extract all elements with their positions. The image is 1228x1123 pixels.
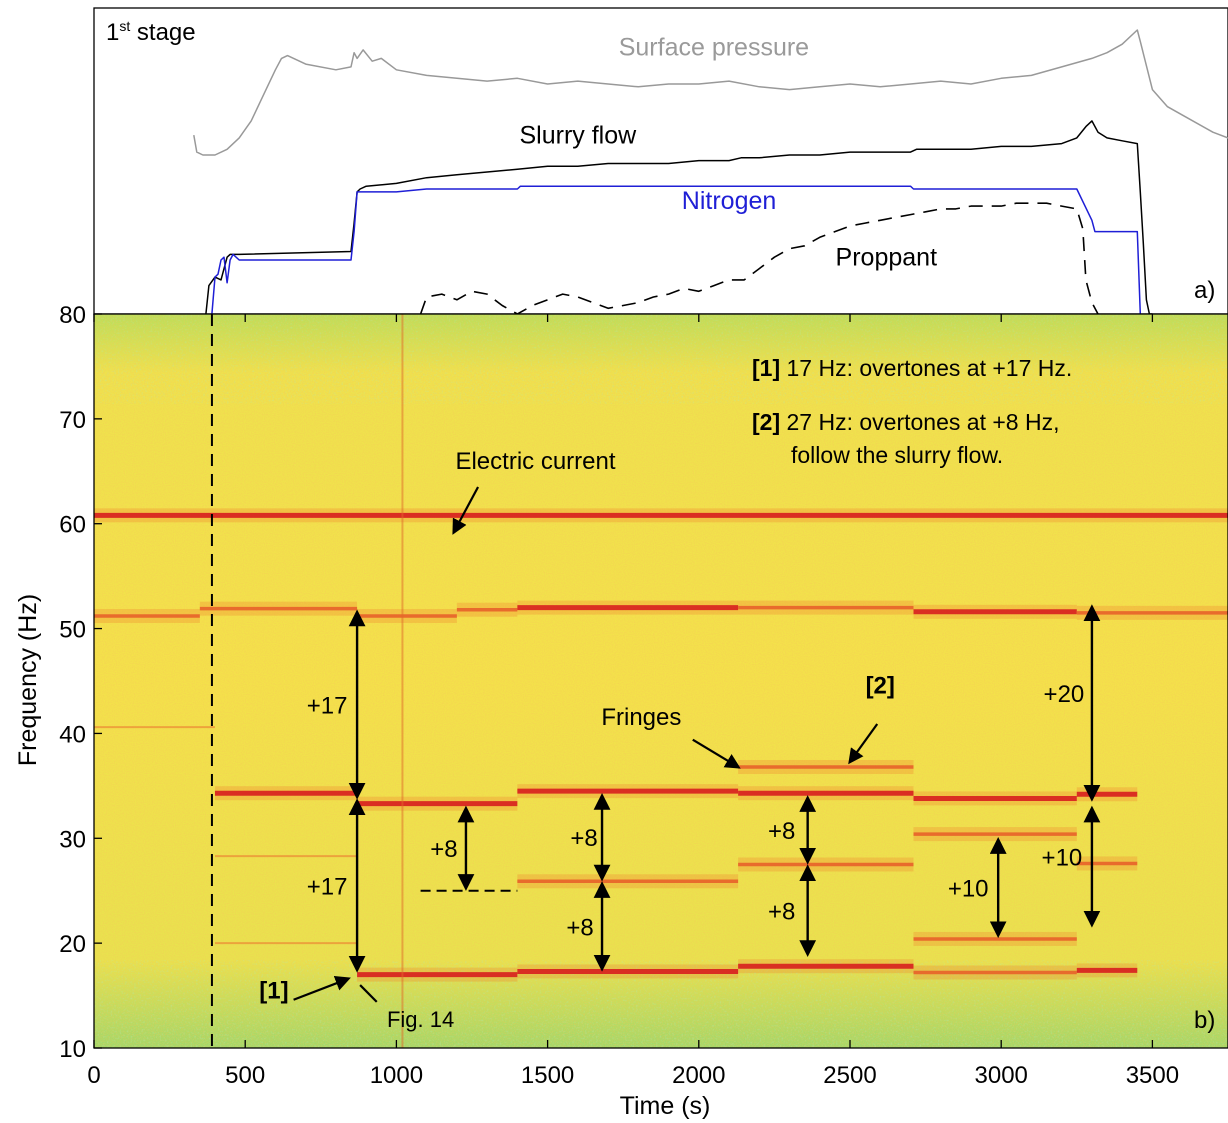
arrow-label: +17 bbox=[307, 873, 348, 900]
label-nitrogen: Nitrogen bbox=[682, 187, 777, 215]
label-surface-pressure: Surface pressure bbox=[619, 34, 809, 62]
annotation-electric-current: Electric current bbox=[455, 448, 615, 475]
label-slurry-flow: Slurry flow bbox=[519, 122, 637, 150]
x-tick-label: 3500 bbox=[1126, 1062, 1179, 1089]
note-2: [2] 27 Hz: overtones at +8 Hz, bbox=[752, 409, 1059, 435]
panel-b-label: b) bbox=[1194, 1007, 1215, 1034]
annotation-arrow bbox=[293, 976, 351, 1001]
y-tick-label: 80 bbox=[59, 302, 86, 329]
annotation-arrow bbox=[692, 738, 741, 769]
arrow-label: +8 bbox=[566, 914, 593, 941]
arrow-label: +8 bbox=[430, 836, 457, 863]
annotation-arrow bbox=[452, 486, 480, 535]
arrow-label: +8 bbox=[768, 899, 795, 926]
y-tick-label: 60 bbox=[59, 512, 86, 539]
x-axis-label: Time (s) bbox=[620, 1092, 711, 1120]
x-tick-label: 2000 bbox=[672, 1062, 725, 1089]
arrow-label: +8 bbox=[570, 825, 597, 852]
y-tick-label: 20 bbox=[59, 931, 86, 958]
annotation-fig-14: Fig. 14 bbox=[387, 1007, 454, 1032]
note-1: [1] 17 Hz: overtones at +17 Hz. bbox=[752, 355, 1072, 381]
x-tick-label: 2500 bbox=[823, 1062, 876, 1089]
annotation-fringes: Fringes bbox=[601, 704, 681, 731]
y-tick-label: 10 bbox=[59, 1036, 86, 1063]
y-tick-label: 40 bbox=[59, 721, 86, 748]
x-tick-label: 1000 bbox=[370, 1062, 423, 1089]
stage-label: 1st stage bbox=[106, 18, 196, 46]
panel-a-frame bbox=[93, 7, 1228, 315]
y-tick-label: 70 bbox=[59, 407, 86, 434]
arrow-label: +8 bbox=[768, 818, 795, 845]
series-surface-pressure bbox=[193, 29, 1228, 156]
x-tick-label: 500 bbox=[225, 1062, 265, 1089]
annotation-arrow bbox=[359, 984, 378, 1003]
y-axis-label: Frequency (Hz) bbox=[14, 594, 42, 766]
x-tick-label: 0 bbox=[87, 1062, 100, 1089]
x-tick-label: 1500 bbox=[521, 1062, 574, 1089]
annotation-arrow bbox=[848, 723, 879, 765]
series-proppant bbox=[419, 202, 1099, 314]
spectrogram bbox=[94, 314, 1228, 1048]
arrow-label: +17 bbox=[307, 693, 348, 720]
note-2-cont: follow the slurry flow. bbox=[791, 442, 1003, 468]
y-tick-label: 30 bbox=[59, 826, 86, 853]
panel-a-plot bbox=[193, 29, 1228, 314]
arrow-label: +20 bbox=[1044, 681, 1085, 708]
annotation-1: [1] bbox=[259, 978, 288, 1005]
panel-a-label: a) bbox=[1194, 277, 1215, 304]
y-tick-label: 50 bbox=[59, 617, 86, 644]
x-tick-label: 3000 bbox=[975, 1062, 1028, 1089]
arrow-label: +10 bbox=[1042, 845, 1083, 872]
series-nitrogen bbox=[211, 185, 1142, 314]
annotation-2: [2] bbox=[866, 673, 895, 700]
panel-b-frame bbox=[93, 313, 1228, 1049]
label-proppant: Proppant bbox=[836, 244, 938, 272]
arrow-label: +10 bbox=[948, 876, 989, 903]
